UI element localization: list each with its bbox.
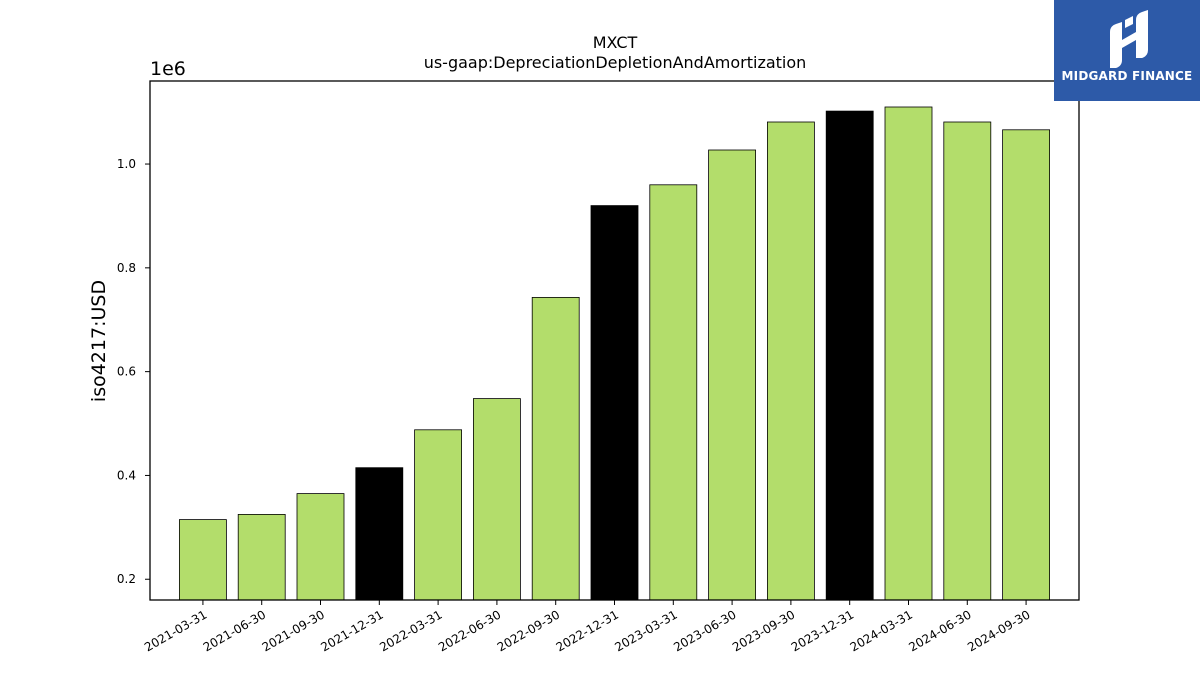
x-tick-label: 2024-09-30 [965,607,1032,654]
x-tick-label: 2022-06-30 [436,607,503,654]
x-tick-label: 2024-03-31 [848,607,915,654]
x-axis-ticks: 2021-03-312021-06-302021-09-302021-12-31… [142,600,1033,654]
x-tick-label: 2023-09-30 [730,607,797,654]
x-tick-label: 2022-03-31 [377,607,444,654]
bar-2021-09-30 [296,493,345,601]
chart-subtitle: us-gaap:DepreciationDepletionAndAmortiza… [424,53,807,72]
x-tick-label: 2024-06-30 [906,607,973,654]
bar-2023-12-31 [825,110,874,601]
bar-2024-03-31 [884,106,933,601]
x-tick-label: 2022-12-31 [554,607,621,654]
x-tick-label: 2023-03-31 [612,607,679,654]
y-tick-label: 0.6 [117,365,136,379]
x-tick-label: 2021-03-31 [142,607,209,654]
bar-2021-12-31 [355,467,404,601]
x-tick-label: 2023-06-30 [671,607,738,654]
bar-2022-03-31 [414,429,463,601]
brand-logo: MIDGARD FINANCE [1054,0,1200,101]
y-axis-multiplier: 1e6 [150,58,186,80]
bar-2023-09-30 [767,121,815,601]
brand-name: MIDGARD FINANCE [1061,69,1193,83]
bar-2021-03-31 [178,519,227,601]
bar-2023-03-31 [649,184,698,601]
y-axis-label: iso4217:USD [88,280,110,402]
x-tick-label: 2021-06-30 [201,607,268,654]
bar-2024-06-30 [943,121,992,601]
y-tick-label: 1.0 [117,157,136,171]
y-axis-ticks: 0.2 0.4 0.6 0.8 1.0 [117,157,150,586]
bar-2022-06-30 [472,398,521,601]
x-tick-label: 2021-09-30 [260,607,327,654]
bars-group [178,106,1050,601]
midgard-logo-icon [1110,10,1148,68]
x-tick-label: 2022-09-30 [495,607,562,654]
x-tick-label: 2023-12-31 [789,607,856,654]
plot-frame [149,80,1080,601]
bar-2024-09-30 [1002,129,1050,601]
bar-2021-06-30 [237,514,286,601]
chart-title: MXCT [593,33,638,52]
bar-2022-12-31 [590,205,639,601]
y-tick-label: 0.8 [117,261,136,275]
bar-2023-06-30 [708,149,756,601]
y-tick-label: 0.2 [117,572,136,586]
bar-2022-09-30 [531,296,580,601]
x-tick-label: 2021-12-31 [318,607,385,654]
y-tick-label: 0.4 [117,468,136,482]
